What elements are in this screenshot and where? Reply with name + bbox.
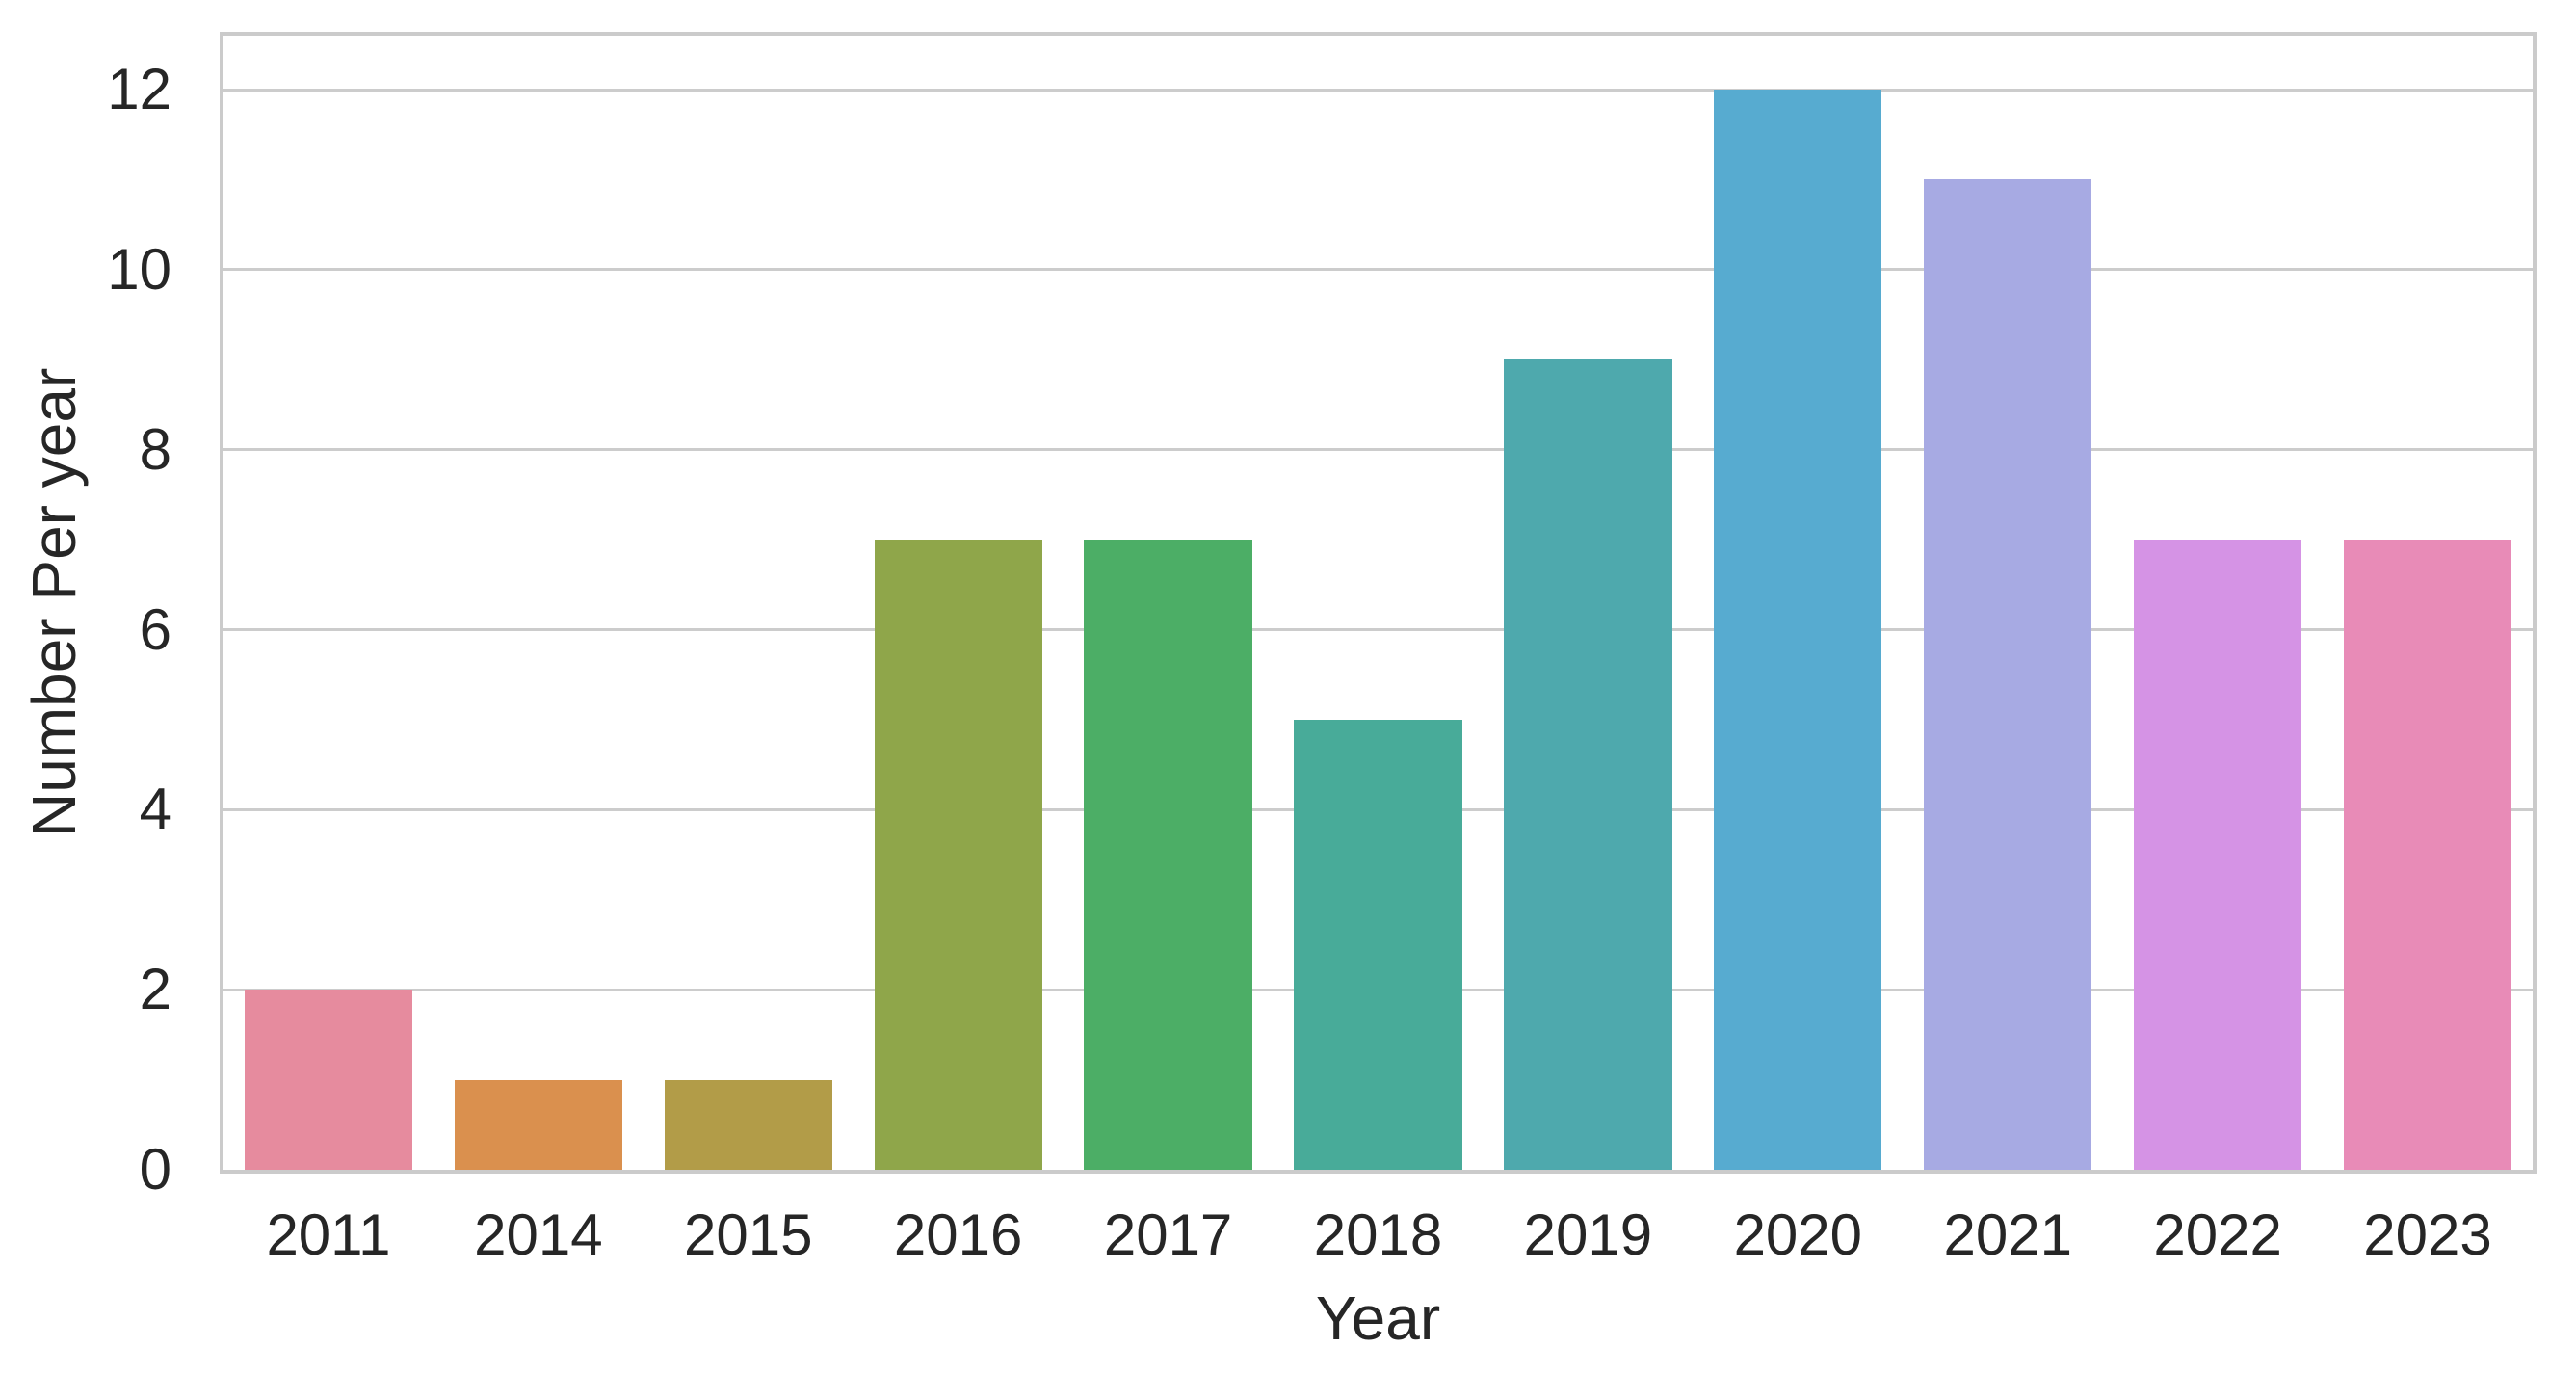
gridline [223, 628, 2533, 632]
x-tick-label: 2022 [2153, 1202, 2282, 1267]
bar-2018 [1294, 719, 1462, 1170]
x-tick-label: 2018 [1313, 1202, 1443, 1267]
y-tick-label: 4 [139, 777, 171, 842]
plot-inner [223, 36, 2533, 1170]
bar-2023 [2343, 540, 2512, 1170]
bar-2021 [1924, 179, 2092, 1170]
x-axis-label: Year [1315, 1283, 1441, 1353]
bar-2011 [244, 990, 413, 1170]
x-tick-label: 2014 [474, 1202, 603, 1267]
bar-2016 [874, 540, 1042, 1170]
x-tick-label: 2023 [2363, 1202, 2492, 1267]
x-tick-label: 2020 [1733, 1202, 1863, 1267]
bar-2019 [1504, 359, 1672, 1170]
bar-2020 [1714, 90, 1882, 1170]
y-tick-label: 10 [107, 236, 171, 302]
y-tick-label: 2 [139, 957, 171, 1022]
x-tick-label: 2016 [893, 1202, 1023, 1267]
x-tick-label: 2019 [1523, 1202, 1653, 1267]
y-tick-label: 12 [107, 57, 171, 122]
gridline [223, 448, 2533, 452]
y-tick-label: 6 [139, 596, 171, 662]
x-tick-label: 2021 [1943, 1202, 2072, 1267]
bar-2022 [2133, 540, 2302, 1170]
gridline [223, 88, 2533, 92]
gridline [223, 268, 2533, 272]
x-tick-label: 2011 [266, 1202, 391, 1267]
x-tick-label: 2017 [1103, 1202, 1233, 1267]
y-tick-label: 0 [139, 1137, 171, 1202]
y-tick-label: 8 [139, 416, 171, 482]
bar-2014 [454, 1079, 622, 1170]
x-tick-label: 2015 [684, 1202, 813, 1267]
bar-2017 [1084, 540, 1252, 1170]
plot-area [220, 32, 2537, 1174]
bar-2015 [664, 1079, 832, 1170]
